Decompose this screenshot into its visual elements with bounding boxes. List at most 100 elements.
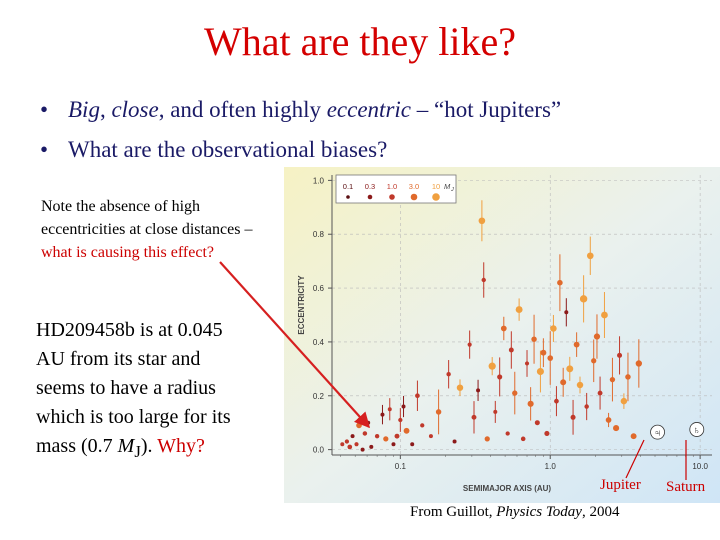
data-point — [410, 442, 415, 447]
bullet-1-part-3: close — [111, 97, 159, 122]
data-point — [570, 414, 576, 420]
y-tick-label: 1.0 — [313, 176, 325, 185]
chart-legend: 0.1 0.3 1.0 3.0 10 M J — [335, 174, 457, 204]
data-point — [601, 311, 608, 319]
data-point — [617, 352, 623, 358]
data-point — [415, 393, 420, 399]
data-point — [467, 342, 472, 347]
note-absence-question: what is causing this effect? — [41, 244, 214, 261]
data-point — [484, 436, 490, 442]
credit-pre: From Guillot, — [410, 504, 497, 520]
data-point — [420, 423, 425, 428]
bullet-1-part-5: eccentric — [326, 97, 411, 122]
y-tick-label: 0.6 — [313, 284, 325, 293]
note-hd-after: ). — [140, 435, 158, 457]
note-hd-question: Why? — [157, 435, 205, 457]
data-point — [591, 358, 597, 364]
data-point — [478, 217, 486, 225]
data-point — [471, 414, 477, 420]
data-point — [350, 434, 355, 439]
data-point — [374, 433, 380, 439]
legend-mass-label: 1.0 — [387, 182, 397, 191]
credit-post: , 2004 — [581, 504, 620, 520]
data-point — [435, 409, 442, 415]
data-point — [452, 439, 457, 444]
data-point — [383, 436, 389, 442]
data-point — [547, 355, 554, 361]
data-point — [446, 372, 451, 377]
jupiter-label: Jupiter — [600, 477, 641, 493]
data-point — [550, 325, 557, 332]
chart-background — [284, 167, 720, 503]
data-point — [347, 444, 353, 450]
data-point — [456, 384, 464, 391]
legend-marker — [432, 193, 440, 201]
slide-title: What are they like? — [203, 19, 517, 64]
data-point — [369, 444, 374, 449]
data-point — [584, 404, 589, 409]
note-hd-mass-unit-sub: J — [134, 442, 141, 461]
note-eccentricity-absence: Note the absence of high eccentricities … — [41, 195, 263, 264]
y-tick-label: 0.0 — [313, 446, 325, 455]
data-point — [512, 390, 518, 396]
data-point — [593, 333, 601, 340]
data-point — [354, 442, 359, 447]
x-axis-label: SEMIMAJOR AXIS (AU) — [463, 484, 551, 493]
data-point — [362, 431, 368, 436]
data-point — [635, 360, 643, 367]
legend-unit-sub: J — [450, 187, 454, 193]
legend-marker — [346, 195, 350, 199]
data-point — [597, 390, 603, 396]
chart-points — [340, 217, 643, 452]
legend-mass-label: 0.1 — [343, 182, 353, 191]
data-point — [579, 295, 588, 303]
data-point — [387, 407, 392, 412]
credit-journal: Physics Today — [496, 504, 582, 520]
data-point — [566, 365, 574, 373]
legend-mass-label: 0.3 — [365, 182, 375, 191]
data-point — [366, 420, 371, 425]
data-point — [544, 430, 550, 437]
note-hd-text: HD209458b is at 0.045 AU from its star a… — [36, 319, 231, 457]
bullet-1-part-6: – “hot Jupiters” — [411, 97, 562, 122]
bullet-2-text: What are the observational biases? — [68, 137, 388, 162]
y-tick-label: 0.4 — [313, 338, 325, 347]
legend-mass-label: 3.0 — [409, 182, 419, 191]
data-point — [534, 420, 540, 426]
legend-marker — [389, 194, 395, 200]
legend-mass-label: 10 — [432, 182, 440, 191]
data-point — [476, 388, 481, 393]
legend-unit: M — [444, 182, 451, 191]
data-point — [524, 361, 530, 366]
data-point — [536, 367, 544, 376]
x-tick-label: 10.0 — [692, 462, 708, 471]
data-point — [564, 310, 569, 315]
data-point — [340, 442, 345, 447]
data-point — [527, 400, 534, 407]
data-point — [625, 374, 631, 380]
data-point — [620, 397, 628, 405]
data-point — [344, 439, 350, 444]
chart-gridlines — [332, 175, 712, 455]
data-point — [497, 374, 503, 380]
chart-solar-system: ♃ ♄ — [650, 422, 705, 440]
data-point — [398, 417, 403, 423]
bullet-item-2: • What are the observational biases? — [40, 130, 561, 170]
data-point — [505, 431, 510, 436]
bullet-1-part-2: , — [99, 97, 112, 122]
data-point — [500, 325, 507, 332]
data-point — [609, 376, 616, 383]
data-point — [630, 433, 637, 440]
x-tick-label: 1.0 — [545, 462, 557, 471]
data-point — [488, 362, 496, 370]
planet-jupiter-symbol: ♃ — [654, 428, 662, 439]
data-point — [394, 433, 400, 439]
note-absence-text: Note the absence of high eccentricities … — [41, 198, 253, 238]
data-point — [428, 434, 433, 439]
legend-marker — [410, 193, 418, 201]
eccentricity-chart: 0.1 0.3 1.0 3.0 10 M J 0.0 0.2 0.4 0.6 0.8 1.0 0.1 1.… — [284, 167, 720, 503]
data-point — [576, 381, 584, 389]
data-point — [573, 341, 580, 348]
legend-marker — [367, 194, 373, 200]
y-tick-label: 0.8 — [313, 230, 325, 239]
